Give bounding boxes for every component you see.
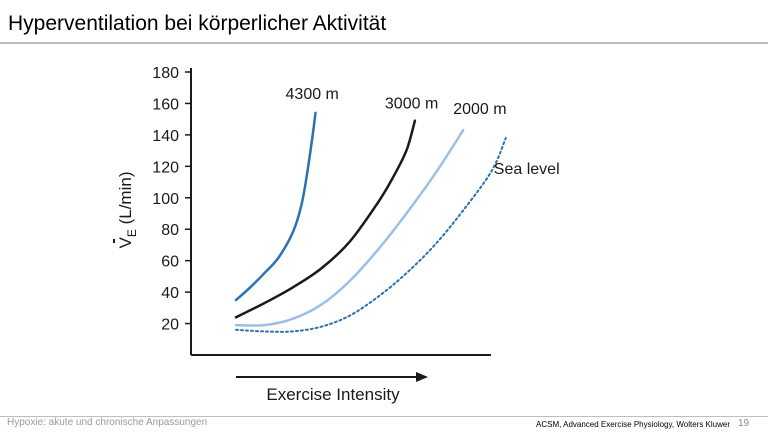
y-tick-label: 20 bbox=[161, 317, 179, 334]
series-line-sea-level bbox=[235, 137, 507, 333]
footer-divider bbox=[0, 416, 768, 417]
y-axis-label-subscript: E bbox=[125, 229, 139, 237]
y-tick-marks bbox=[185, 71, 191, 325]
x-axis-label: Exercise Intensity bbox=[266, 385, 400, 404]
page-number: 19 bbox=[738, 418, 750, 429]
series-label-3000-m: 3000 m bbox=[385, 96, 438, 113]
series-line-4300-m bbox=[234, 111, 317, 302]
y-axis-label-main: V bbox=[116, 236, 135, 248]
y-tick-label: 60 bbox=[161, 254, 179, 271]
series-lines bbox=[234, 111, 507, 333]
y-tick-label: 40 bbox=[161, 285, 179, 302]
y-tick-label: 120 bbox=[152, 159, 179, 176]
footer-topic: Hypoxie: akute und chronische Anpassunge… bbox=[7, 417, 208, 428]
series-line-3000-m bbox=[234, 119, 417, 319]
y-tick-label: 180 bbox=[152, 65, 179, 82]
y-tick-label: 100 bbox=[152, 191, 179, 208]
y-tick-label: 80 bbox=[161, 222, 179, 239]
title-divider bbox=[0, 42, 768, 44]
y-axis-label: VE (L/min) bbox=[116, 172, 139, 249]
footer-source: ACSM, Advanced Exercise Physiology, Wolt… bbox=[536, 420, 731, 429]
y-tick-labels: 20 40 60 80 100 120 140 160 180 bbox=[152, 65, 179, 334]
slide-title: Hyperventilation bei körperlicher Aktivi… bbox=[8, 12, 387, 35]
series-labels: 4300 m 3000 m 2000 m Sea level bbox=[286, 86, 560, 178]
series-label-4300-m: 4300 m bbox=[286, 86, 339, 103]
series-label-sea-level: Sea level bbox=[494, 161, 560, 178]
y-tick-label: 140 bbox=[152, 128, 179, 145]
y-tick-label: 160 bbox=[152, 96, 179, 113]
x-axis-arrow-head bbox=[416, 372, 428, 382]
series-label-2000-m: 2000 m bbox=[453, 101, 506, 118]
y-axis-label-unit: (L/min) bbox=[116, 172, 135, 230]
series-line-2000-m bbox=[234, 128, 465, 327]
